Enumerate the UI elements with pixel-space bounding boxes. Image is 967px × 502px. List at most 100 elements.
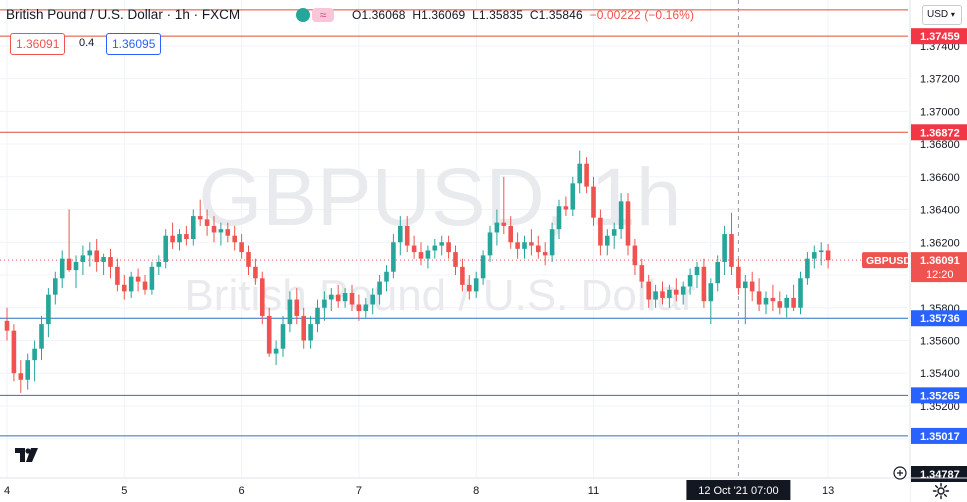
candle-body [805,258,810,279]
candle-body [439,242,444,246]
candle-body [674,289,679,295]
candle-body [736,266,741,289]
candle-body [115,266,120,285]
candle-body [777,301,783,308]
currency-select[interactable]: USD ▾ [922,5,962,25]
level-price-label: 1.35736 [920,313,960,325]
y-tick-label: 1.35200 [920,401,960,413]
candle-body [522,242,527,249]
symbol-title[interactable]: British Pound / U.S. Dollar · 1h · FXCM [6,7,241,22]
candle-body [756,291,762,305]
candle-body [163,235,168,262]
candle-body [349,293,355,305]
gear-icon[interactable] [932,482,950,500]
candle-body [646,281,651,300]
candle-body [625,201,631,246]
candle-body [653,291,658,300]
candle-body [598,217,603,246]
add-alert-icon[interactable] [893,466,907,480]
level-price-label-bg [911,427,967,444]
candle-body [149,266,155,290]
candle-body [660,291,665,298]
y-tick-label: 1.37200 [920,74,960,86]
buy-button[interactable]: 1.36095 [106,33,162,55]
indicator-toggle-icon[interactable]: ≈ [312,8,334,22]
candle-body [584,163,589,187]
candle-body [53,278,58,295]
candle-body [246,252,251,267]
candle-body [101,257,106,262]
candle-body [487,232,493,256]
bottom-price-label: 1.34787 [920,469,960,481]
candle-body [667,289,672,298]
candle-body [460,266,465,285]
y-tick-label: 1.36600 [920,172,960,184]
candle-body [253,266,258,279]
market-status-icon [296,8,310,22]
sell-button[interactable]: 1.36091 [10,33,66,55]
candle-body [80,255,86,262]
level-price-label: 1.35265 [920,390,960,402]
candle-body [18,373,24,380]
open-value: 1.36068 [361,8,406,22]
candle-body [570,183,576,210]
level-price-label-bg [911,124,967,141]
chevron-down-icon: ▾ [950,10,955,19]
candle-body [335,294,341,302]
candle-body [225,229,231,236]
candle-body [59,258,65,279]
candle-body [453,252,458,267]
candle-body [239,242,244,253]
candle-body [177,234,182,243]
candle-body [508,225,513,243]
y-tick-label: 1.36800 [920,139,960,151]
currency-label: USD [927,9,949,20]
candle-body [191,216,196,239]
candle-body [432,245,438,251]
candle-body [363,304,369,312]
candle-body [411,245,417,253]
candle-body [694,266,700,276]
change-value: −0.00222 (−0.16%) [589,8,695,22]
candle-body [784,297,789,308]
candle-body [701,266,707,302]
candle-body [322,299,327,308]
y-tick-label: 1.36400 [920,205,960,217]
symbol-tag-label: GBPUSD [866,255,911,267]
candle-body [73,261,79,271]
candle-body [825,250,831,261]
candle-body [329,294,334,300]
candle-body [425,250,431,259]
candle-body [87,250,93,256]
level-price-label-bg [911,387,967,404]
candle-body [370,294,375,305]
x-tick-label: 4 [4,485,10,497]
level-price-label-bg [911,310,967,327]
candle-body [108,257,113,267]
x-tick-label: 11 [588,485,599,497]
candle-body [818,250,824,253]
candle-body [494,222,500,233]
candle-body [467,284,472,292]
candle-body [384,271,389,282]
candle-body [536,245,541,253]
candle-body [798,278,803,308]
y-tick-label: 1.35600 [920,335,960,347]
candle-body [715,261,720,284]
symbol-tag-bg [862,252,908,269]
close-value: 1.35846 [538,8,583,22]
candle-body [135,276,141,282]
candle-body [501,222,507,226]
candle-body [708,283,714,302]
candle-body [391,242,396,272]
level-price-label: 1.36872 [920,127,960,139]
candle-body [729,234,734,267]
candle-body [611,229,617,236]
spread-value: 0.4 [79,37,95,49]
x-tick-label: 5 [121,485,127,497]
level-price-label-bg [911,28,967,45]
y-tick-label: 1.36200 [920,237,960,249]
candle-body [763,297,769,305]
